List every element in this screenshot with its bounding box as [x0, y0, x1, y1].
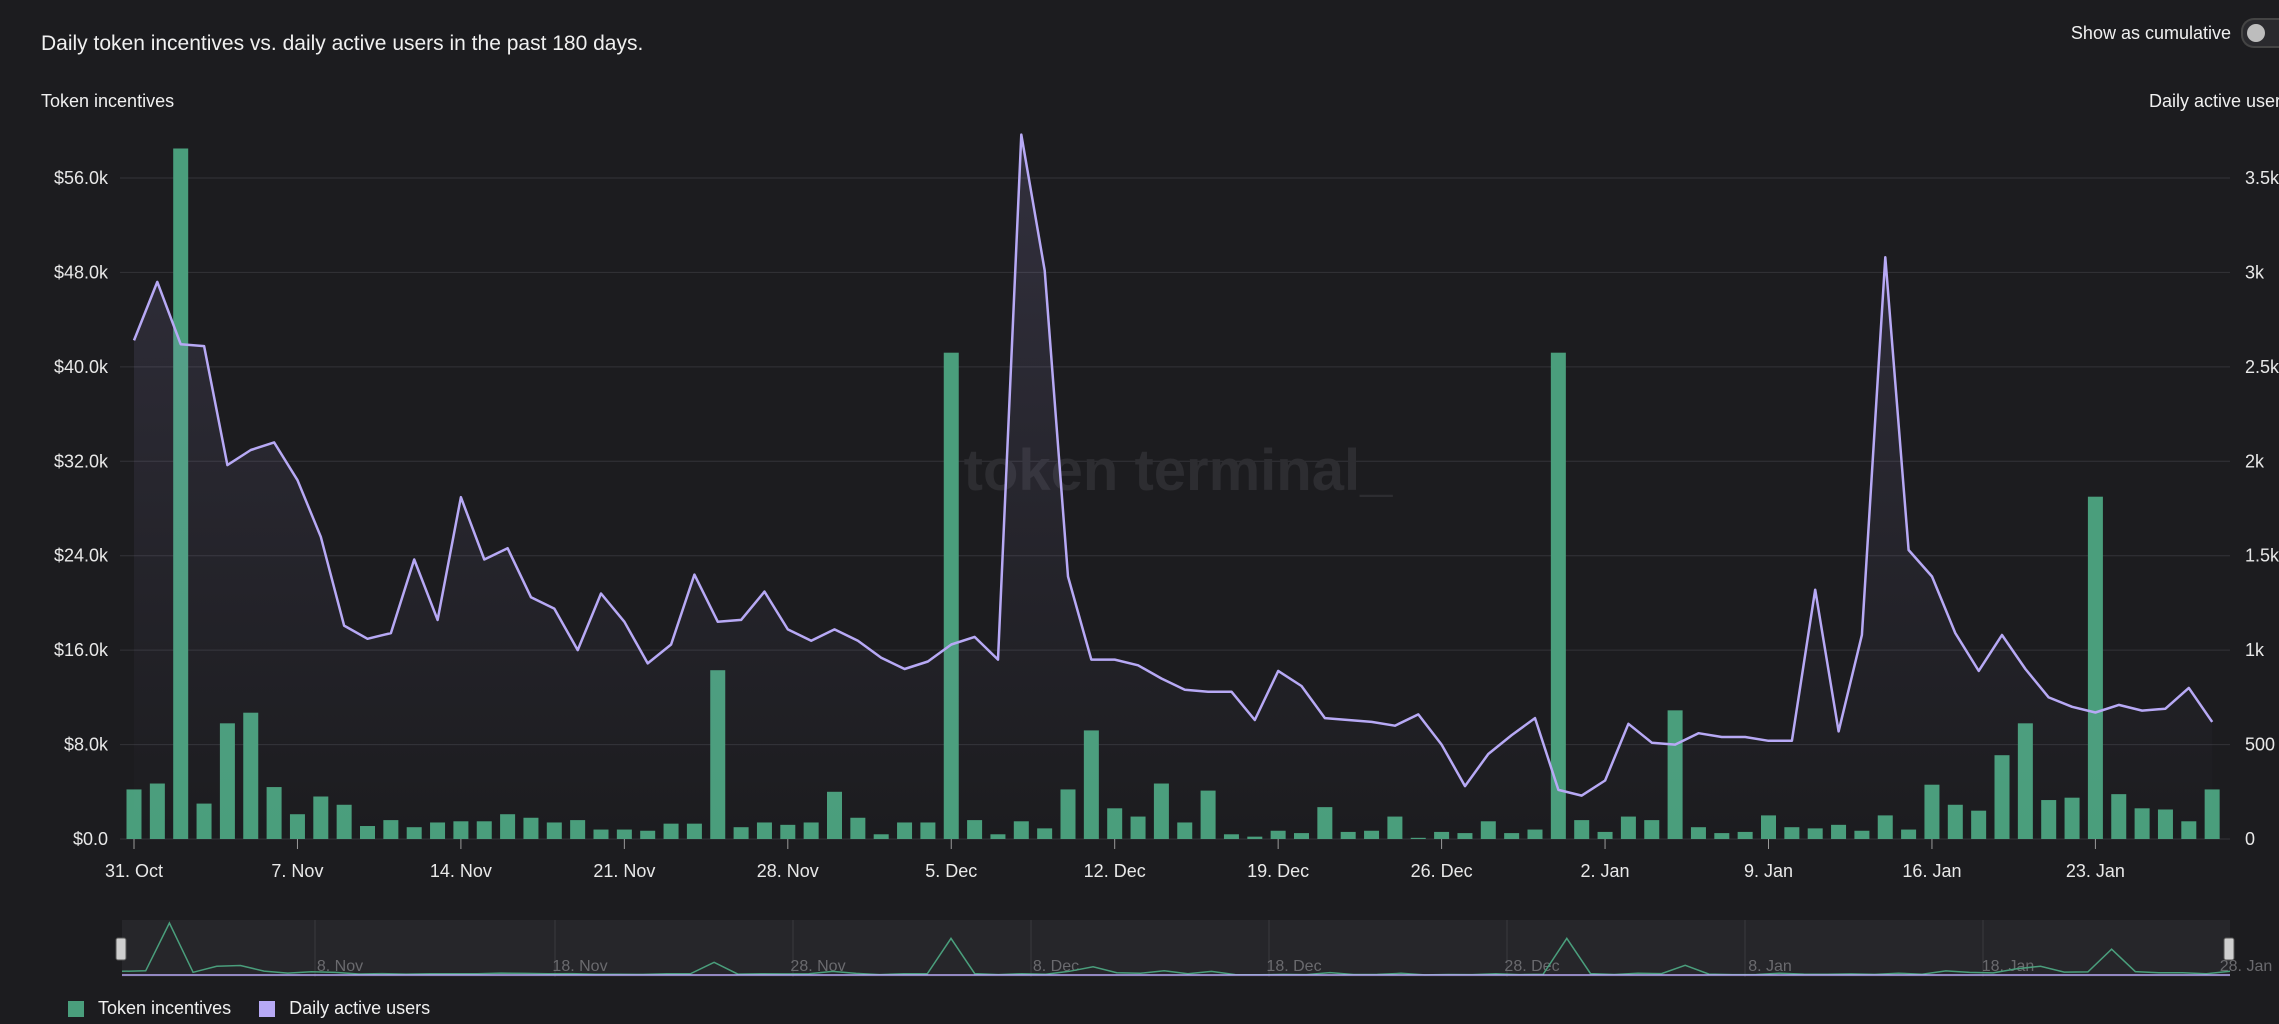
- x-tick-label: 19. Dec: [1247, 861, 1309, 881]
- navigator-handle-left[interactable]: [115, 937, 127, 961]
- y-tick-label-left: $8.0k: [64, 735, 109, 755]
- navigator-incentives-line: [121, 921, 2231, 976]
- y-tick-label-left: $32.0k: [54, 451, 109, 471]
- y-tick-label-left: $0.0: [73, 829, 108, 849]
- legend-item-incentives[interactable]: Token incentives: [68, 998, 231, 1019]
- y-tick-label-right: 3k: [2245, 262, 2265, 282]
- x-tick-label: 5. Dec: [925, 861, 977, 881]
- y-tick-label-left: $24.0k: [54, 546, 109, 566]
- navigator-label: 8. Nov: [317, 958, 363, 975]
- navigator-label: 28. Jan: [2220, 958, 2272, 975]
- legend-swatch-incentives: [68, 1000, 84, 1017]
- navigator-label: 8. Dec: [1033, 958, 1079, 975]
- navigator-label: 18. Jan: [1982, 958, 2034, 975]
- x-tick-label: 7. Nov: [271, 861, 323, 881]
- y-tick-label-left: $48.0k: [54, 262, 109, 282]
- navigator-label: 18. Dec: [1266, 958, 1321, 975]
- navigator-background: [122, 920, 2230, 977]
- bar: [1550, 352, 1566, 839]
- y-tick-label-right: 1k: [2245, 640, 2265, 660]
- legend-item-users[interactable]: Daily active users: [259, 998, 430, 1019]
- navigator-label: 8. Jan: [1748, 958, 1792, 975]
- x-tick-label: 16. Jan: [1902, 861, 1961, 881]
- y-tick-label-right: 1.5k: [2245, 546, 2279, 566]
- y-tick-label-right: 0: [2245, 829, 2255, 849]
- chart-legend: Token incentives Daily active users: [68, 998, 430, 1019]
- legend-label-incentives: Token incentives: [98, 998, 232, 1018]
- y-tick-label-left: $16.0k: [54, 640, 109, 660]
- users-area: [134, 134, 2213, 840]
- x-tick-label: 28. Nov: [757, 861, 819, 881]
- y-tick-label-left: $56.0k: [54, 168, 109, 188]
- legend-label-users: Daily active users: [289, 998, 431, 1018]
- cumulative-toggle-label: Show as cumulative: [2070, 22, 2231, 43]
- y-tick-label-left: $40.0k: [54, 357, 109, 377]
- navigator-label: 18. Nov: [552, 958, 607, 975]
- x-tick-label: 31. Oct: [105, 861, 163, 881]
- x-tick-label: 12. Dec: [1084, 861, 1146, 881]
- combo-chart[interactable]: $0.0 $8.0k $16.0k $24.0k $32.0k $40.0k $48.0k $…: [0, 0, 2279, 990]
- x-tick-label: 21. Nov: [593, 861, 655, 881]
- legend-swatch-users: [259, 1000, 276, 1017]
- y-axis-right-label: Daily active users: [2149, 91, 2279, 111]
- toggle-knob[interactable]: [2247, 24, 2265, 42]
- cumulative-toggle-switch[interactable]: [2241, 18, 2279, 48]
- x-tick-label: 9. Jan: [1744, 861, 1793, 881]
- x-tick-label: 14. Nov: [430, 861, 492, 881]
- y-tick-label-right: 2k: [2245, 451, 2265, 471]
- x-tick-label: 26. Dec: [1411, 861, 1473, 881]
- x-tick-label: 2. Jan: [1581, 861, 1630, 881]
- chart-title: Daily token incentives vs. daily active …: [41, 32, 644, 55]
- y-axis-left-label: Token incentives: [41, 91, 175, 111]
- y-tick-label-right: 2.5k: [2245, 357, 2279, 377]
- y-tick-label-right: 500: [2245, 735, 2275, 755]
- cumulative-toggle-group[interactable]: Show as cumulative: [2071, 18, 2279, 48]
- navigator-handle-right[interactable]: [2223, 937, 2235, 961]
- x-tick-label: 23. Jan: [2066, 861, 2125, 881]
- y-tick-label-right: 3.5k: [2245, 168, 2279, 188]
- users-line: [132, 133, 2214, 797]
